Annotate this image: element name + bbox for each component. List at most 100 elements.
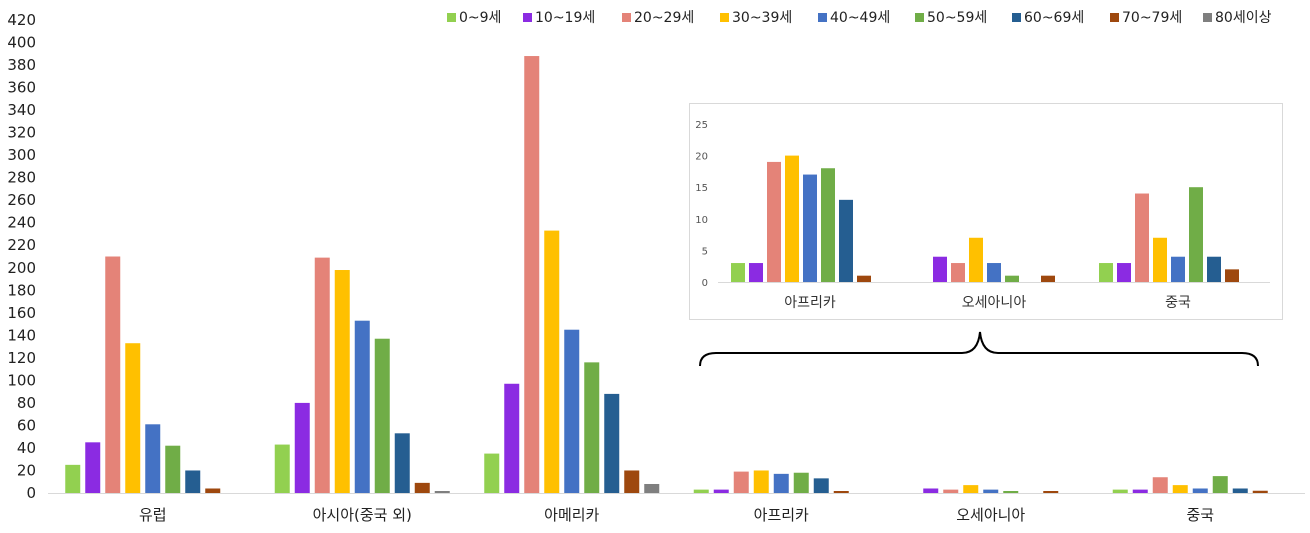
inset-bar: [1171, 256, 1185, 282]
bar: [753, 470, 769, 493]
y-tick-label: 140: [7, 326, 36, 344]
bar: [1212, 476, 1228, 493]
bar: [334, 270, 350, 493]
y-tick-label: 40: [17, 439, 36, 457]
legend-swatch: [523, 13, 532, 22]
inset-bar: [803, 174, 817, 282]
inset-bar: [951, 263, 965, 282]
legend-label: 70~79세: [1122, 10, 1182, 26]
bar: [923, 488, 939, 493]
x-tick-label: 아메리카: [544, 506, 599, 524]
brace-path: [699, 331, 1259, 367]
inset-bar: [821, 168, 835, 282]
bar: [1152, 477, 1168, 493]
y-tick-label: 120: [7, 349, 36, 367]
bar: [294, 402, 310, 493]
legend-swatch: [915, 13, 924, 22]
inset-bar: [1153, 237, 1167, 282]
bar: [145, 424, 161, 493]
bar: [165, 445, 181, 493]
y-tick-label: 380: [7, 56, 36, 74]
bar: [394, 433, 410, 493]
bar: [354, 320, 370, 493]
inset-y-tick-label: 5: [702, 246, 708, 257]
inset-bar: [1207, 256, 1221, 282]
y-tick-label: 0: [26, 484, 36, 502]
y-tick-label: 160: [7, 304, 36, 322]
legend-swatch: [1012, 13, 1021, 22]
bar: [733, 471, 749, 493]
y-tick-label: 340: [7, 101, 36, 119]
y-tick-label: 240: [7, 214, 36, 232]
bar: [504, 383, 520, 493]
y-tick-label: 420: [7, 11, 36, 29]
bar: [185, 470, 201, 493]
y-tick-label: 360: [7, 79, 36, 97]
legend-label: 60~69세: [1024, 10, 1084, 26]
bar: [524, 56, 540, 494]
y-tick-label: 100: [7, 371, 36, 389]
bar: [374, 338, 390, 493]
bar: [773, 473, 789, 493]
y-tick-label: 200: [7, 259, 36, 277]
inset-y-tick-label: 10: [695, 215, 708, 226]
legend-swatch: [720, 13, 729, 22]
bar: [544, 230, 560, 493]
bar: [644, 483, 660, 493]
bar: [314, 257, 330, 493]
inset-bar: [1189, 187, 1203, 282]
legend-swatch: [1110, 13, 1119, 22]
bar: [105, 256, 121, 493]
y-tick-label: 80: [17, 394, 36, 412]
inset-bar: [1117, 263, 1131, 282]
x-tick-label: 중국: [1186, 506, 1214, 524]
bar: [833, 491, 849, 493]
y-tick-label: 280: [7, 169, 36, 187]
bar: [624, 470, 640, 493]
y-tick-label: 220: [7, 236, 36, 254]
x-tick-label: 유럽: [139, 506, 167, 524]
bar: [125, 343, 141, 493]
x-tick-label: 오세아니아: [956, 506, 1025, 524]
inset-bar: [731, 263, 745, 282]
inset-bar: [767, 161, 781, 282]
x-tick-label: 아시아(중국 외): [313, 506, 412, 524]
inset-x-tick-label: 오세아니아: [962, 295, 1027, 311]
bar: [604, 393, 620, 493]
bar: [1003, 491, 1019, 493]
bar: [1252, 490, 1268, 493]
bar: [584, 362, 600, 493]
inset-bar: [969, 237, 983, 282]
bar: [793, 472, 809, 493]
legend-label: 0~9세: [459, 10, 501, 26]
bar: [205, 488, 221, 493]
bar: [1172, 485, 1188, 493]
bar: [1112, 489, 1128, 493]
legend: 0~9세 10~19세 20~29세 30~39세 40~49세 50~59세 60~69세…: [447, 10, 1272, 26]
bar: [484, 453, 500, 493]
inset-bar: [857, 275, 871, 282]
legend-label: 50~59세: [927, 10, 987, 26]
bar: [564, 329, 580, 493]
bar: [434, 491, 450, 493]
bar: [1043, 491, 1059, 493]
inset-bar: [839, 199, 853, 282]
bar: [1132, 489, 1148, 493]
inset-bar: [749, 263, 763, 282]
inset-x-tick-label: 중국: [1165, 295, 1191, 311]
inset-y-tick-label: 15: [695, 183, 708, 194]
legend-label: 40~49세: [830, 10, 890, 26]
y-tick-label: 180: [7, 281, 36, 299]
inset-bar: [1041, 275, 1055, 282]
y-tick-label: 60: [17, 416, 36, 434]
legend-label: 10~19세: [535, 10, 595, 26]
inset-bar: [785, 155, 799, 282]
bar: [65, 464, 81, 493]
y-tick-label: 20: [17, 461, 36, 479]
inset-y-tick-label: 20: [695, 152, 708, 163]
x-tick-label: 아프리카: [754, 506, 809, 524]
inset-chart: 0 5 10 15 20 25 아프리카 오세아니아 중국: [689, 103, 1283, 320]
bar: [813, 478, 829, 493]
bar: [274, 444, 290, 493]
